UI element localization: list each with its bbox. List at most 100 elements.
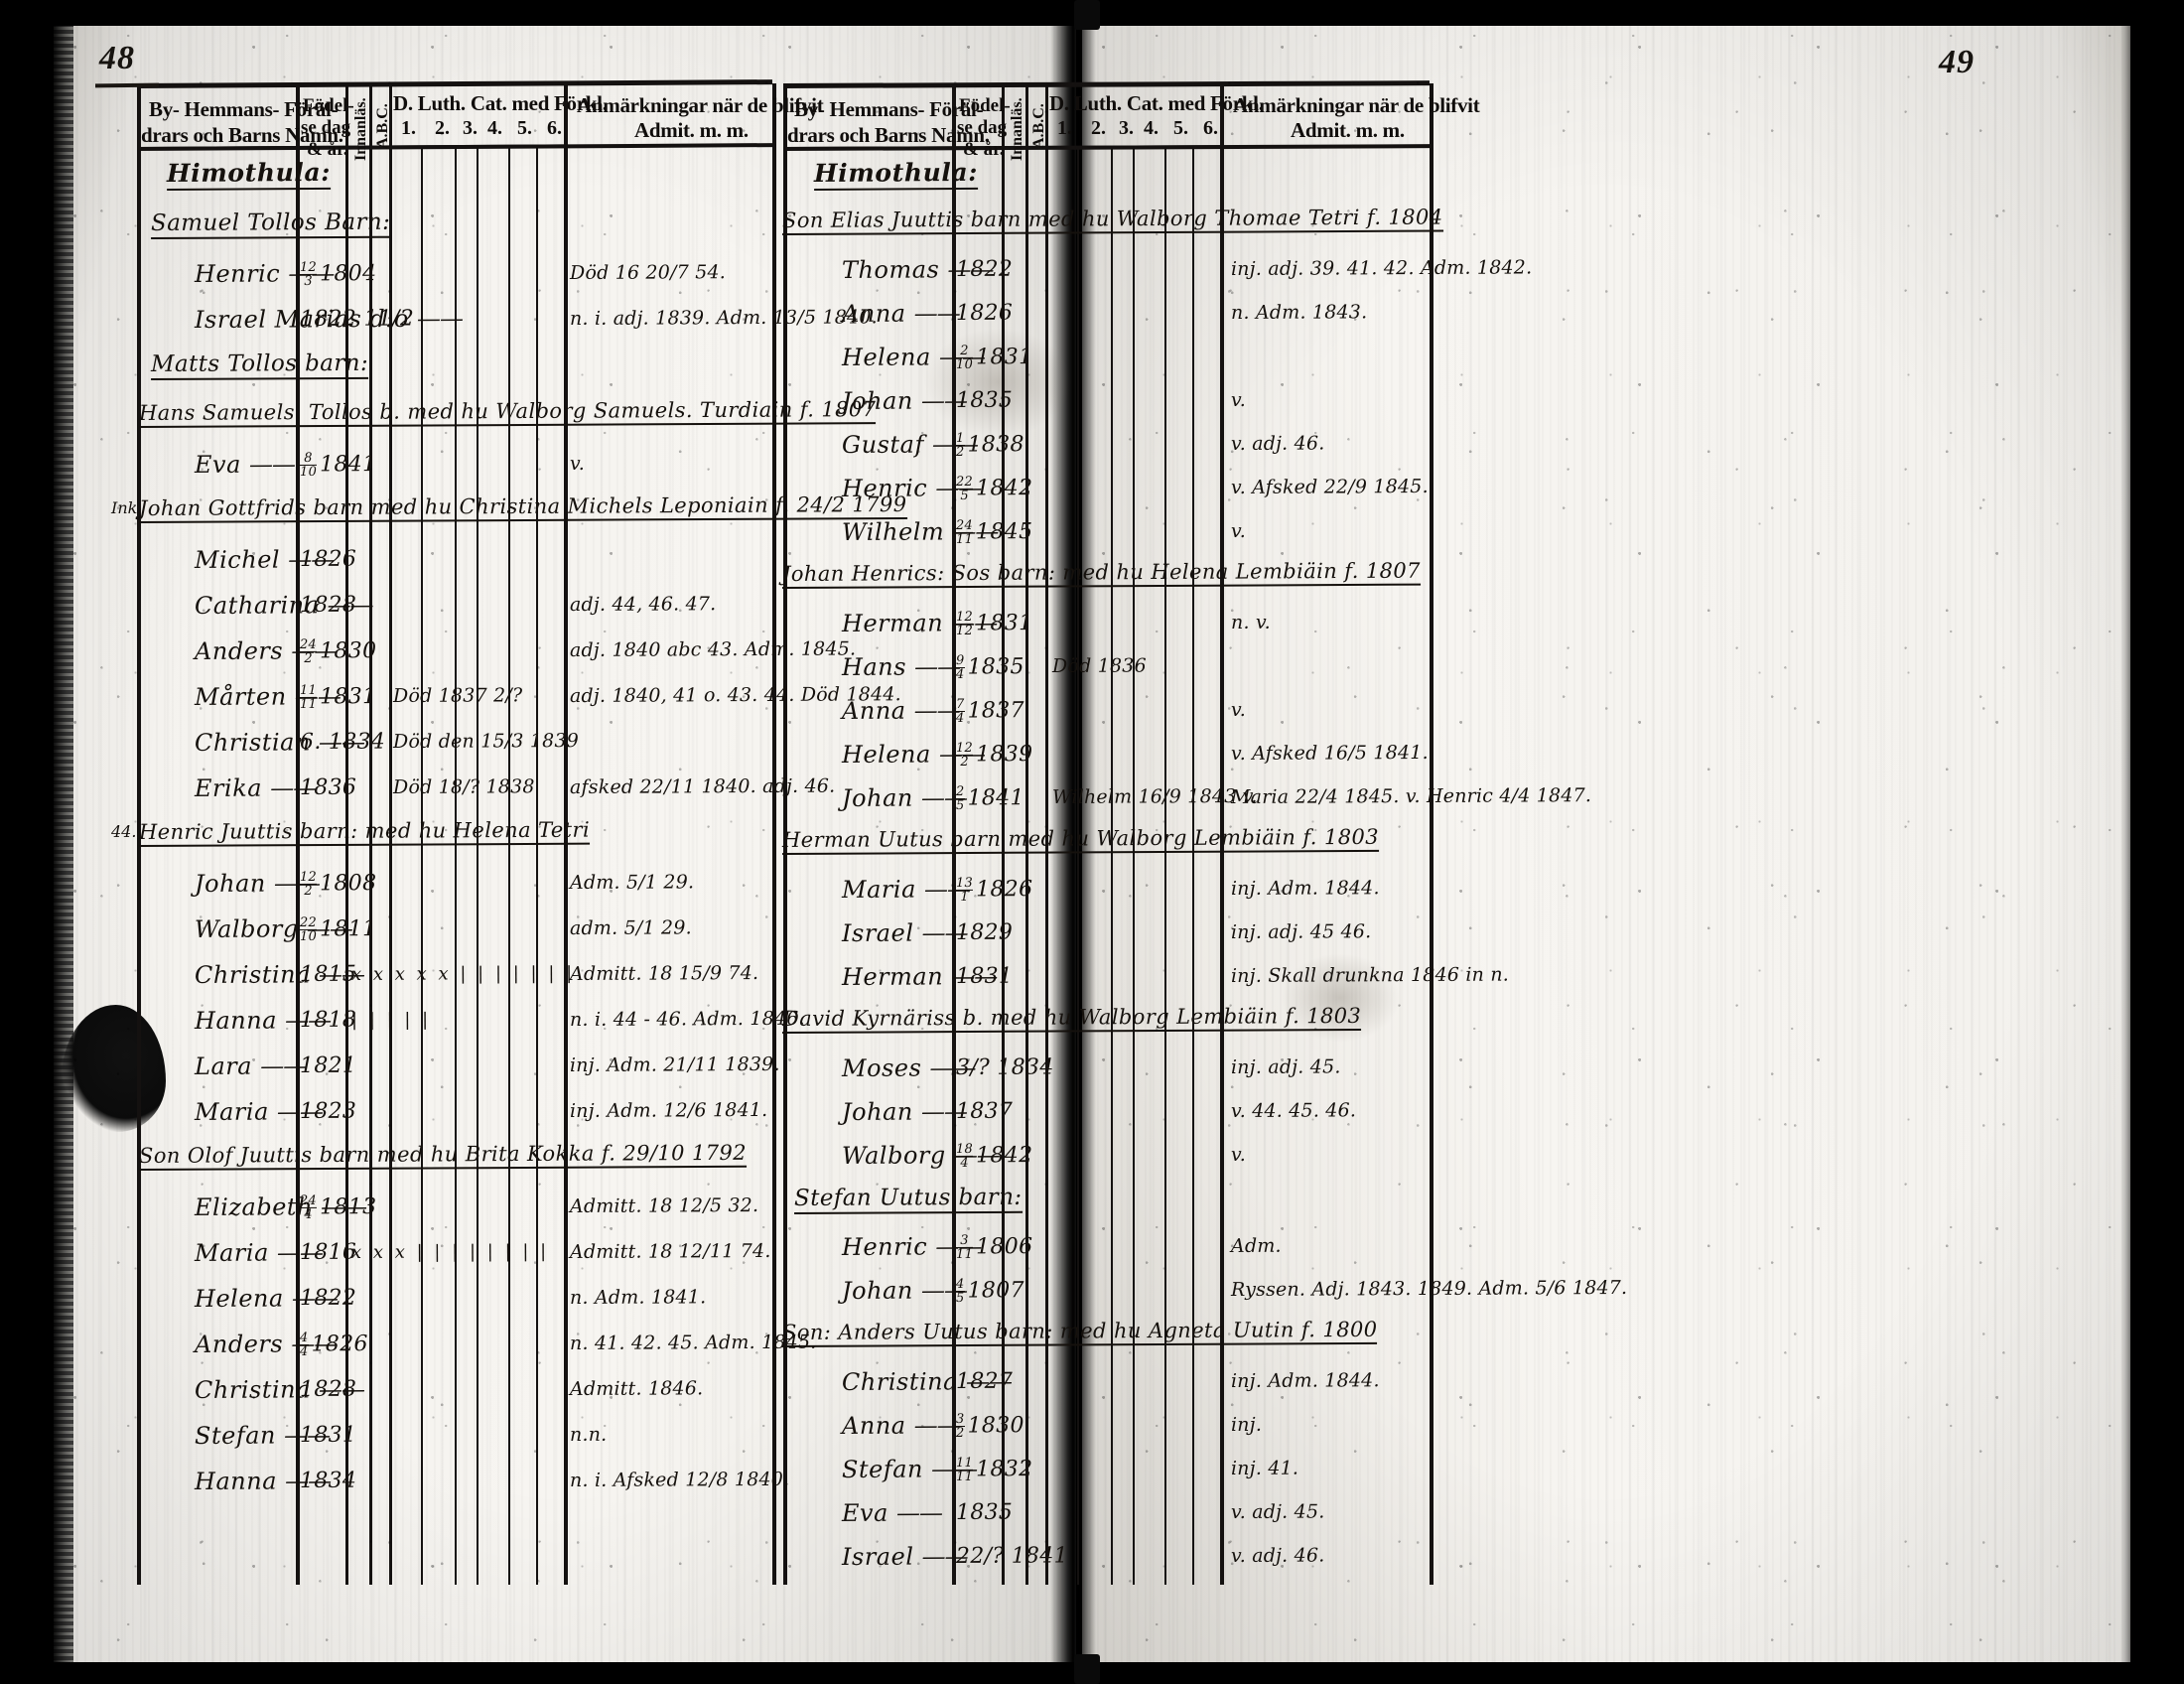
col-header-innanlas: Innanläs. xyxy=(352,97,369,161)
col-header-remarks-line2: Admit. m. m. xyxy=(634,118,749,142)
handwritten-entry: Israel —— xyxy=(841,918,968,947)
handwritten-entry: 2 10 1831 xyxy=(955,343,1033,372)
handwritten-entry: 1815 xyxy=(299,961,357,987)
handwritten-entry: v. Afsked 22/9 1845. xyxy=(1230,475,1429,498)
handwritten-entry: Himothula: xyxy=(166,157,332,191)
handwritten-entry: inj. Skall drunkna 1846 in n. xyxy=(1230,963,1510,987)
catechism-column-number: 2. xyxy=(1091,117,1106,139)
page-number-right: 49 xyxy=(1939,44,1975,80)
table-rule-vertical xyxy=(536,147,538,1585)
handwritten-entry: inj. Adm. 1844. xyxy=(1230,1369,1380,1392)
handwritten-entry: 1826 xyxy=(299,546,357,572)
handwritten-entry: Herman Uutus barn med hu Walborg Lembiäi… xyxy=(781,824,1380,855)
handwritten-entry: 7 4 1837 xyxy=(955,696,1024,726)
handwritten-entry: x x x | | | | | | | | xyxy=(350,1240,550,1263)
handwritten-entry: 1837 xyxy=(955,1098,1014,1124)
col-header-names-line2: drars och Barns Namn. xyxy=(141,123,343,147)
catechism-column-number: 2. xyxy=(435,117,450,139)
handwritten-entry: Admitt. 18 12/5 32. xyxy=(569,1194,759,1217)
handwritten-entry: Död 18/? 1838 xyxy=(392,775,535,798)
col-header-innanlas-right: Innanläs. xyxy=(1009,97,1025,161)
col-header-birth-line3-right: & år. xyxy=(963,139,1005,160)
handwritten-entry: inj. adj. 39. 41. 42. Adm. 1842. xyxy=(1230,256,1533,280)
handwritten-entry: Ryssen. Adj. 1843. 1849. Adm. 5/6 1847. xyxy=(1230,1276,1628,1301)
handwritten-entry: Johan —— xyxy=(841,386,967,415)
handwritten-entry: n. i. Afsked 12/8 1840. xyxy=(569,1468,790,1491)
handwritten-entry: n. Adm. 1843. xyxy=(1230,301,1368,324)
handwritten-entry: n. i. adj. 1839. Adm. 13/5 1840. xyxy=(569,306,878,330)
handwritten-entry: Israel —— xyxy=(841,1542,968,1571)
handwritten-entry: 1834 xyxy=(299,1468,357,1493)
col-header-names-line1-right: By- Hemmans- Föräl- xyxy=(794,97,984,121)
table-rule-vertical xyxy=(1192,147,1194,1585)
handwritten-entry: 13 1 1826 xyxy=(955,875,1033,905)
paper-stain-2 xyxy=(1281,953,1400,1043)
handwritten-entry: Henric Juuttis barn: med hu Helena Tetri xyxy=(138,817,591,847)
handwritten-entry: v. xyxy=(569,452,585,475)
handwritten-entry: Död 16 20/7 54. xyxy=(569,261,727,284)
handwritten-entry: 1835 xyxy=(955,387,1014,413)
handwritten-entry: inj. adj. 45 46. xyxy=(1230,920,1372,943)
table-rule-vertical xyxy=(1164,147,1166,1585)
handwritten-entry: | | | | | xyxy=(350,1009,432,1031)
handwritten-entry: Admitt. 18 12/11 74. xyxy=(569,1239,771,1263)
handwritten-entry: 1821 xyxy=(299,1052,357,1078)
handwritten-entry: inj. Adm. 21/11 1839. xyxy=(569,1052,780,1076)
handwritten-entry: v. xyxy=(1230,698,1246,721)
catechism-column-number: 6. xyxy=(1203,117,1218,139)
table-rule-vertical xyxy=(296,83,300,1585)
handwritten-entry: adm. 5/1 29. xyxy=(569,916,692,939)
table-rule-vertical xyxy=(1133,147,1135,1585)
table-rule-vertical xyxy=(477,147,478,1585)
handwritten-entry: Stefan Uutus barn: xyxy=(793,1184,1023,1214)
handwritten-entry: v. xyxy=(1230,1143,1246,1166)
table-rule-vertical xyxy=(369,83,372,1585)
handwritten-entry: 2 5 1841 xyxy=(955,783,1024,813)
table-rule-vertical xyxy=(345,83,348,1585)
gutter-clip-bottom xyxy=(1074,1654,1100,1684)
table-rule-vertical xyxy=(1045,83,1048,1585)
handwritten-entry: Admitt. 1846. xyxy=(569,1377,704,1400)
col-header-birth-line1: Födel- xyxy=(303,95,354,116)
handwritten-entry: 11 11 1832 xyxy=(955,1455,1033,1484)
handwritten-entry: Lara —— xyxy=(194,1052,307,1080)
col-header-names-line2-right: drars och Barns Namn. xyxy=(787,123,990,147)
col-header-catechism-right: D. Luth. Cat. med Förkl. xyxy=(1049,91,1264,115)
handwritten-entry: Maria 22/4 1845. v. Henric 4/4 1847. xyxy=(1230,784,1592,808)
col-header-abc-right: A.B.C. xyxy=(1030,103,1047,149)
handwritten-entry: Johan —— xyxy=(841,1276,967,1305)
handwritten-entry: Anna —— xyxy=(841,696,960,725)
handwritten-entry: 1822 11/2 xyxy=(299,306,415,332)
handwritten-entry: Anna —— xyxy=(841,1411,960,1440)
handwritten-entry: Son Olof Juuttis barn med hu Brita Kokka… xyxy=(138,1140,748,1171)
handwritten-entry: Anna —— xyxy=(841,299,960,328)
table-rule-vertical xyxy=(421,147,423,1585)
catechism-column-number: 4. xyxy=(487,117,502,139)
table-rule-vertical xyxy=(772,83,776,1585)
handwritten-entry: 6. 1834 xyxy=(299,729,386,755)
handwritten-entry: Son: Anders Uutus barn: med hu Agneta Uu… xyxy=(781,1317,1378,1347)
col-header-birth-line2: se dag xyxy=(301,117,351,138)
handwritten-entry: 22 5 1842 xyxy=(955,474,1033,503)
col-header-birth-line1-right: Födel- xyxy=(959,95,1011,116)
handwritten-entry: Död 1837 2/? xyxy=(392,684,523,707)
handwritten-entry: 1823 xyxy=(299,1098,357,1124)
handwritten-entry: Matts Tollos barn: xyxy=(150,350,369,380)
handwritten-entry: Adm. 5/1 29. xyxy=(569,871,695,894)
handwritten-entry: n. Adm. 1841. xyxy=(569,1286,707,1309)
handwritten-entry: 1828 xyxy=(299,1376,357,1402)
handwritten-entry: adj. 44, 46. 47. xyxy=(569,593,717,616)
right-dark-border xyxy=(2120,0,2184,1684)
handwritten-entry: n. 41. 42. 45. Adm. 1845. xyxy=(569,1331,817,1354)
col-header-remarks-line2-right: Admit. m. m. xyxy=(1291,118,1405,142)
table-rule-vertical xyxy=(137,83,141,1585)
handwritten-entry: Samuel Tollos Barn: xyxy=(150,209,391,239)
handwritten-entry: 1828 xyxy=(299,592,357,618)
handwritten-entry: 12 3 1804 xyxy=(299,259,377,289)
handwritten-entry: 24 2 1830 xyxy=(299,636,377,666)
col-header-birth-line3: & år. xyxy=(307,139,348,160)
page-number-underline xyxy=(94,82,160,88)
handwritten-entry: Död den 15/3 1839 xyxy=(392,730,580,753)
handwritten-entry: 12 2 1808 xyxy=(299,869,377,899)
